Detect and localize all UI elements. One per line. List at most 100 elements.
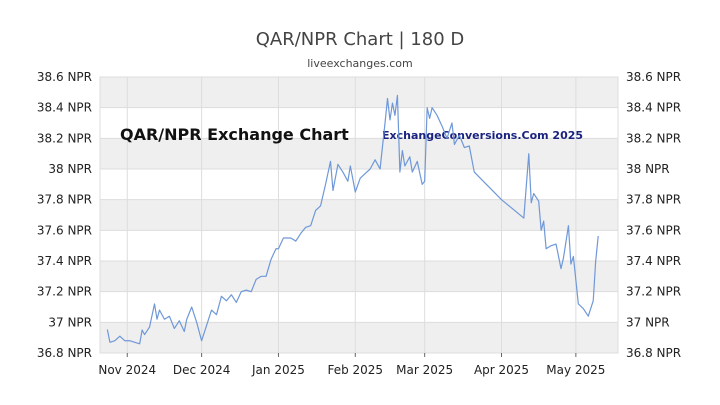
data-point — [319, 204, 323, 208]
data-point — [162, 317, 166, 321]
data-point — [445, 136, 449, 140]
data-point — [467, 144, 471, 148]
data-point — [462, 146, 466, 150]
y-tick-label-right: 38 NPR — [626, 162, 670, 176]
x-tick-label: Mar 2025 — [396, 363, 453, 377]
data-point — [346, 179, 350, 183]
background-band — [100, 138, 618, 169]
y-tick-label-left: 37.6 NPR — [37, 223, 92, 237]
data-point — [581, 307, 585, 311]
x-tick-label: Dec 2024 — [173, 363, 231, 377]
data-point — [205, 323, 209, 327]
y-tick-label-right: 38.4 NPR — [626, 101, 681, 115]
data-point — [155, 317, 159, 321]
y-tick-label-right: 38.6 NPR — [626, 70, 681, 84]
data-point — [281, 236, 285, 240]
data-point — [522, 216, 526, 220]
chart-watermark-right: ExchangeConversions.Com 2025 — [382, 129, 583, 142]
y-tick-label-right: 37.8 NPR — [626, 193, 681, 207]
data-point — [554, 242, 558, 246]
data-point — [341, 170, 345, 174]
data-point — [328, 159, 332, 163]
data-point — [219, 294, 223, 298]
data-point — [153, 302, 157, 306]
data-point — [118, 334, 122, 338]
data-point — [224, 299, 228, 303]
data-point — [544, 247, 548, 251]
data-point — [500, 198, 504, 202]
data-point — [167, 314, 171, 318]
data-point — [542, 219, 546, 223]
data-point — [388, 118, 392, 122]
data-point — [289, 236, 293, 240]
data-point — [591, 299, 595, 303]
y-tick-label-left: 38 NPR — [48, 162, 92, 176]
y-tick-label-right: 37.4 NPR — [626, 254, 681, 268]
data-point — [363, 172, 367, 176]
y-tick-label-left: 37.8 NPR — [37, 193, 92, 207]
data-point — [594, 259, 598, 263]
data-point — [108, 340, 112, 344]
data-point — [113, 339, 117, 343]
data-point — [244, 288, 248, 292]
y-tick-label-left: 36.8 NPR — [37, 346, 92, 360]
data-point — [571, 254, 575, 258]
y-tick-label-right: 37 NPR — [626, 315, 670, 329]
data-point — [410, 170, 414, 174]
y-tick-label-right: 37.2 NPR — [626, 285, 681, 299]
data-point — [249, 290, 253, 294]
x-axis: Nov 2024 Dec 2024 Jan 2025 Feb 2025 Mar 2025… — [98, 353, 605, 377]
data-point — [140, 328, 144, 332]
data-point — [304, 225, 308, 229]
chart-subtitle: liveexchanges.com — [307, 57, 412, 70]
data-point — [133, 340, 137, 344]
data-point — [259, 274, 263, 278]
data-point — [148, 325, 152, 329]
data-point — [569, 262, 573, 266]
chart-watermark-left: QAR/NPR Exchange Chart — [120, 125, 349, 144]
data-point — [423, 179, 427, 183]
y-axis-right: 36.8 NPR 37 NPR 37.2 NPR 37.4 NPR 37.6 NPR 37… — [626, 70, 681, 360]
data-point — [254, 277, 258, 281]
data-point — [234, 300, 238, 304]
data-point — [299, 231, 303, 235]
y-tick-label-left: 38.4 NPR — [37, 101, 92, 115]
data-point — [561, 256, 565, 260]
data-point — [559, 267, 563, 271]
data-point — [440, 124, 444, 128]
x-tick-label: Feb 2025 — [327, 363, 383, 377]
data-point — [185, 317, 189, 321]
data-point — [435, 113, 439, 117]
background-band — [100, 322, 618, 353]
data-point — [314, 208, 318, 212]
plot-area — [99, 76, 619, 354]
background-bands — [100, 77, 618, 353]
data-point — [123, 339, 127, 343]
data-point — [331, 188, 335, 192]
data-point — [368, 167, 372, 171]
data-point — [549, 244, 553, 248]
data-point — [450, 121, 454, 125]
data-point — [177, 319, 181, 323]
data-point — [378, 167, 382, 171]
y-axis-left: 36.8 NPR 37 NPR 37.2 NPR 37.4 NPR 37.6 NPR 37… — [37, 70, 92, 360]
y-tick-label-right: 36.8 NPR — [626, 346, 681, 360]
y-tick-label-left: 37.4 NPR — [37, 254, 92, 268]
data-point — [576, 302, 580, 306]
background-band — [100, 199, 618, 231]
background-band — [100, 261, 618, 292]
data-point — [425, 106, 429, 110]
data-point — [200, 339, 204, 343]
data-point — [596, 234, 600, 238]
data-point — [539, 228, 543, 232]
data-point — [190, 305, 194, 309]
data-point — [229, 293, 233, 297]
data-point — [390, 101, 394, 105]
data-point — [395, 93, 399, 97]
background-band — [100, 77, 618, 108]
data-point — [393, 113, 397, 117]
data-point — [138, 342, 142, 346]
data-point — [532, 192, 536, 196]
